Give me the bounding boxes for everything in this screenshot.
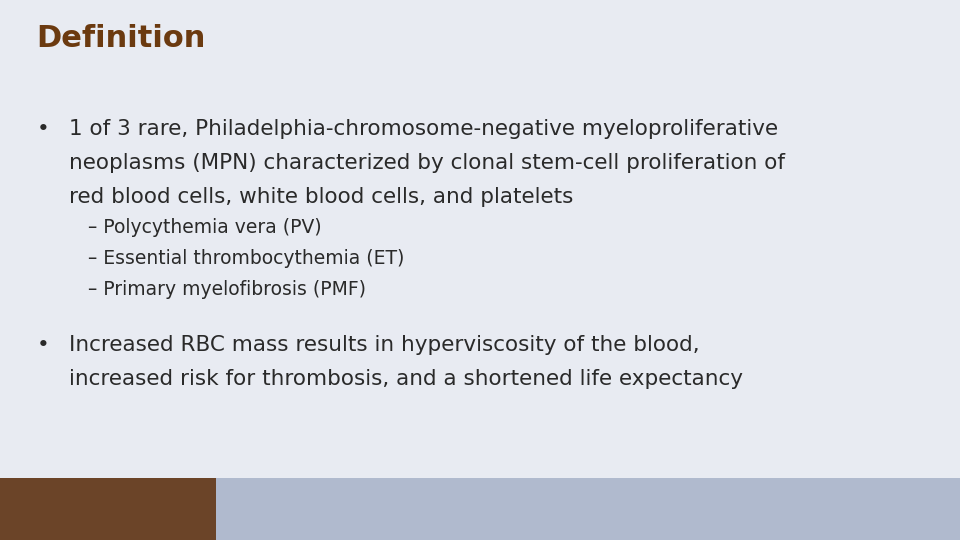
- Text: – Essential thrombocythemia (ET): – Essential thrombocythemia (ET): [88, 249, 405, 268]
- Bar: [0, 478, 216, 540]
- Text: •: •: [36, 119, 49, 139]
- Bar: [216, 478, 960, 540]
- Text: increased risk for thrombosis, and a shortened life expectancy: increased risk for thrombosis, and a sho…: [69, 369, 743, 389]
- Text: – Primary myelofibrosis (PMF): – Primary myelofibrosis (PMF): [88, 280, 367, 299]
- Text: – Polycythemia vera (PV): – Polycythemia vera (PV): [88, 218, 322, 237]
- Text: •: •: [36, 335, 49, 355]
- Text: Increased RBC mass results in hyperviscosity of the blood,: Increased RBC mass results in hypervisco…: [69, 335, 700, 355]
- Text: neoplasms (MPN) characterized by clonal stem-cell proliferation of: neoplasms (MPN) characterized by clonal …: [69, 153, 785, 173]
- Text: red blood cells, white blood cells, and platelets: red blood cells, white blood cells, and …: [69, 187, 573, 207]
- Text: 1 of 3 rare, Philadelphia-chromosome-negative myeloproliferative: 1 of 3 rare, Philadelphia-chromosome-neg…: [69, 119, 779, 139]
- Text: Definition: Definition: [36, 24, 205, 53]
